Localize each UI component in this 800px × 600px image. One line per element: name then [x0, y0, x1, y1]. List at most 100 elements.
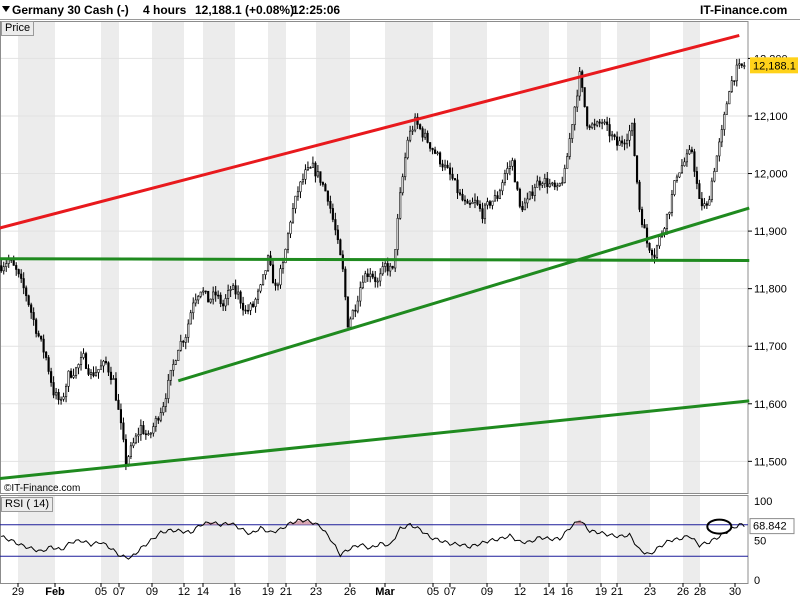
- candle-body: [419, 124, 422, 129]
- candle-body: [561, 182, 564, 184]
- candle-body: [169, 369, 172, 381]
- x-tick-label: 26: [677, 586, 689, 598]
- candle-body: [708, 199, 711, 206]
- candle-body: [232, 285, 235, 290]
- candle-body: [296, 191, 300, 197]
- candle-body: [122, 422, 125, 440]
- candle-body: [463, 199, 467, 202]
- price-panel-tag: Price: [1, 21, 35, 36]
- candle-body: [20, 273, 23, 279]
- timeframe-label[interactable]: 4 hours: [143, 3, 187, 17]
- candle-body: [346, 296, 349, 328]
- candle-body: [488, 201, 492, 206]
- candle-body: [521, 206, 524, 211]
- candle-body: [571, 124, 574, 139]
- candle-body: [321, 182, 324, 185]
- candle-body: [486, 201, 489, 206]
- horizontal-support-line[interactable]: [0, 257, 750, 262]
- header-time: 12:25:06: [292, 3, 341, 17]
- candle-body: [458, 192, 462, 195]
- candle-body: [94, 372, 98, 377]
- candle-body: [593, 123, 596, 126]
- candle-body: [506, 168, 509, 174]
- candle-body: [67, 370, 70, 387]
- candle-body: [399, 192, 402, 219]
- rsi-highlight-ellipse[interactable]: [706, 518, 733, 535]
- candle-body: [17, 269, 20, 275]
- candle-body: [376, 280, 379, 283]
- candle-body: [247, 309, 250, 312]
- candle-body: [471, 201, 474, 205]
- rsi-tick-label: 100: [754, 496, 772, 508]
- candle-body: [576, 95, 579, 108]
- y-tick-label: 12,100: [754, 111, 788, 123]
- candle-body: [82, 353, 85, 358]
- candle-body: [142, 425, 145, 435]
- candle-body: [65, 386, 68, 398]
- candle-body: [493, 195, 496, 202]
- candle-body: [516, 181, 519, 190]
- candle-body: [192, 302, 195, 314]
- candle-body: [635, 155, 639, 183]
- day-shade: [520, 495, 549, 583]
- candle-body: [264, 270, 267, 276]
- x-tick-label: 07: [113, 586, 125, 598]
- candle-body: [583, 87, 586, 108]
- candle-body: [556, 185, 559, 188]
- candle-body: [411, 129, 414, 132]
- day-shade: [203, 495, 235, 583]
- day-shade: [152, 495, 184, 583]
- lower-support-line[interactable]: [0, 399, 750, 480]
- candle-body: [60, 398, 63, 401]
- candle-body: [703, 203, 706, 207]
- candle-body: [214, 291, 217, 296]
- candle-body: [655, 245, 659, 258]
- candle-body: [97, 369, 100, 373]
- candle-body: [239, 291, 242, 304]
- candle-body: [124, 439, 127, 465]
- x-tick-label: 16: [561, 586, 573, 598]
- candle-body: [461, 193, 464, 201]
- rsi-overbought-fill: [304, 520, 307, 525]
- rsi-overbought-fill: [294, 521, 297, 525]
- candle-body: [439, 152, 442, 165]
- candle-body: [301, 178, 305, 183]
- dropdown-triangle-icon[interactable]: [2, 6, 12, 16]
- candle-body: [174, 360, 177, 365]
- candle-body: [87, 368, 90, 375]
- candle-body: [22, 278, 25, 289]
- candle-body: [483, 204, 487, 220]
- candle-body: [184, 337, 187, 343]
- candle-body: [591, 123, 594, 128]
- candle-body: [234, 285, 237, 295]
- middle-support-line[interactable]: [177, 206, 750, 383]
- candle-body: [503, 173, 506, 183]
- candle-body: [202, 290, 205, 293]
- day-shade: [385, 495, 433, 583]
- candle-body: [104, 360, 108, 364]
- candle-body: [608, 124, 611, 137]
- candle-body: [680, 165, 683, 174]
- candle-body: [650, 249, 654, 256]
- candle-body: [606, 121, 609, 125]
- candle-body: [356, 300, 359, 312]
- candle-body: [451, 173, 454, 179]
- rsi-overbought-fill: [204, 523, 207, 525]
- candle-body: [409, 130, 412, 141]
- day-shade: [203, 21, 235, 493]
- candle-body: [596, 121, 599, 126]
- candle-body: [139, 425, 142, 435]
- chart-header: Germany 30 Cash (-) 4 hours 12,188.1 (+0…: [0, 0, 800, 20]
- candle-body: [665, 213, 669, 229]
- candle-body: [513, 160, 516, 183]
- candle-body: [633, 122, 636, 157]
- candle-body: [154, 418, 157, 427]
- upper-resistance-line[interactable]: [0, 33, 740, 230]
- candle-body: [389, 265, 392, 272]
- candle-body: [424, 132, 427, 138]
- candle-body: [498, 190, 501, 199]
- candle-body: [159, 412, 162, 421]
- candle-body: [543, 178, 546, 184]
